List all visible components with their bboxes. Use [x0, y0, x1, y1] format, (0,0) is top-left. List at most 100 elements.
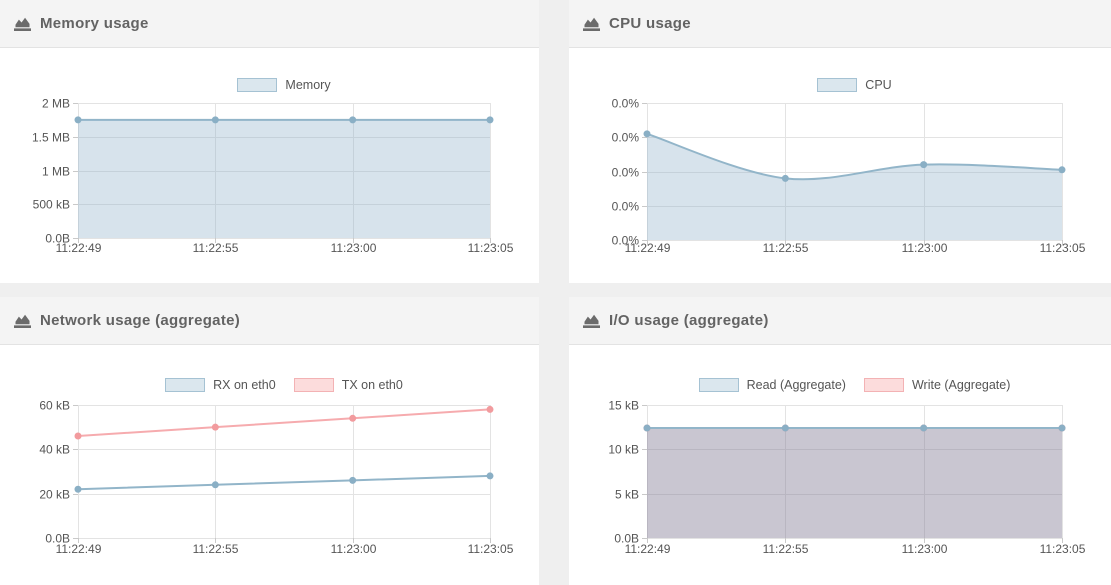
y-axis-tick-label: 0.0% [612, 234, 640, 248]
cpu-chart-body: CPU 0.0% 0.0% 0.0% 0.0% 0.0% 11:22:49 11:22:55 1… [569, 48, 1111, 283]
y-axis-tick-label: 60 kB [39, 399, 70, 413]
series-area [647, 428, 1062, 538]
y-axis-tick-label: 0.0B [614, 532, 639, 546]
memory-panel-header: Memory usage [0, 0, 539, 48]
x-axis-tick-label: 11:23:05 [468, 542, 514, 556]
data-point [920, 424, 928, 432]
legend-swatch [863, 378, 904, 392]
y-axis-tick-label: 1 MB [42, 165, 70, 179]
data-point [486, 405, 494, 413]
legend-item[interactable]: RX on eth0 [165, 378, 276, 392]
legend-label: Write (Aggregate) [911, 378, 1011, 392]
y-axis-tick-label: 40 kB [39, 443, 70, 457]
io-usage-panel: I/O usage (aggregate) Read (Aggregate) Wr… [569, 297, 1111, 585]
area-chart-icon [583, 313, 600, 328]
data-point [74, 432, 82, 440]
x-axis-tick-label: 11:22:55 [193, 241, 239, 255]
data-point [349, 116, 357, 124]
legend-item[interactable]: TX on eth0 [293, 378, 403, 392]
x-axis-tick-label: 11:23:05 [468, 241, 514, 255]
area-chart-icon [583, 16, 600, 31]
area-chart-icon [14, 313, 31, 328]
y-axis-tick-label: 1.5 MB [32, 131, 70, 145]
data-point [349, 476, 357, 484]
series-line [77, 474, 491, 491]
x-axis-tick-label: 11:22:49 [625, 542, 671, 556]
y-axis-tick-label: 0.0% [612, 166, 640, 180]
io-panel-header: I/O usage (aggregate) [569, 297, 1111, 345]
series-area [647, 133, 1062, 240]
chart-legend: Memory [78, 78, 490, 92]
y-axis-tick-label: 0.0B [45, 532, 70, 546]
y-axis-tick-label: 15 kB [608, 399, 639, 413]
x-axis-tick-label: 11:22:49 [56, 542, 102, 556]
y-axis-tick-label: 20 kB [39, 488, 70, 502]
chart-legend: RX on eth0 TX on eth0 [78, 378, 490, 392]
legend-item[interactable]: Memory [237, 78, 331, 92]
x-axis-tick-label: 11:22:49 [56, 241, 102, 255]
x-axis-tick-label: 11:23:05 [1040, 542, 1086, 556]
chart-canvas: 0.0%0.0%0.0%0.0%0.0%11:22:49 11:22:55 11:2… [612, 97, 1086, 255]
y-axis-tick-label: 0.0% [612, 200, 640, 214]
cpu-panel-header: CPU usage [569, 0, 1111, 48]
data-point [1058, 424, 1066, 432]
network-chart-body: RX on eth0 TX on eth0 60 kB 40 kB 20 kB 0.0B 1… [0, 345, 539, 585]
data-point [349, 414, 357, 422]
x-axis-tick-label: 11:23:00 [331, 542, 377, 556]
legend-swatch [698, 378, 739, 392]
panel-title: Network usage (aggregate) [40, 312, 241, 329]
data-point [74, 485, 82, 493]
data-point [486, 472, 494, 480]
series-area [78, 119, 490, 238]
x-axis-tick-label: 11:23:00 [902, 241, 948, 255]
cpu-usage-panel: CPU usage CPU 0.0% 0.0% 0.0% 0.0% 0.0% 11:22:4… [569, 0, 1111, 283]
x-axis-tick-label: 11:22:49 [625, 241, 671, 255]
y-axis-tick-label: 0.0% [612, 97, 640, 111]
panel-title: I/O usage (aggregate) [609, 312, 769, 329]
data-point [74, 116, 82, 124]
series-line [77, 408, 491, 438]
memory-chart-body: Memory 2 MB 1.5 MB 1 MB 500 kB 0.0B 11:22:49 11… [0, 48, 539, 283]
legend-item[interactable]: CPU [817, 78, 892, 92]
chart-legend: CPU [647, 78, 1062, 92]
memory-usage-panel: Memory usage Memory 2 MB 1.5 MB 1 MB 500 kB 0… [0, 0, 539, 283]
network-panel-header: Network usage (aggregate) [0, 297, 539, 345]
legend-label: CPU [865, 78, 892, 92]
x-axis-tick-label: 11:22:55 [763, 542, 809, 556]
data-point [643, 424, 651, 432]
x-axis-tick-label: 11:22:55 [193, 542, 239, 556]
series-line [646, 132, 1063, 181]
x-axis-tick-label: 11:23:00 [331, 241, 377, 255]
data-point [211, 116, 219, 124]
data-point [211, 481, 219, 489]
data-point [211, 423, 219, 431]
legend-label: Read (Aggregate) [746, 378, 846, 392]
legend-label: Memory [285, 78, 331, 92]
io-chart-body: Read (Aggregate) Write (Aggregate) 15 kB 10… [569, 345, 1111, 585]
y-axis-tick-label: 0.0B [45, 232, 70, 246]
y-axis-tick-label: 5 kB [615, 488, 639, 502]
y-axis-tick-label: 2 MB [42, 97, 70, 111]
legend-item[interactable]: Read (Aggregate) [698, 378, 846, 392]
legend-item[interactable]: Write (Aggregate) [863, 378, 1011, 392]
panel-title: Memory usage [40, 15, 149, 32]
area-chart-icon [14, 16, 31, 31]
y-axis-tick-label: 0.0% [612, 131, 640, 145]
data-point [781, 424, 789, 432]
x-axis-tick-label: 11:23:05 [1040, 241, 1086, 255]
legend-swatch [237, 78, 278, 92]
data-point [920, 161, 928, 169]
data-point [781, 174, 789, 182]
legend-swatch [293, 378, 334, 392]
y-axis-tick-label: 500 kB [33, 198, 70, 212]
y-axis-tick-label: 10 kB [608, 443, 639, 457]
legend-label: RX on eth0 [213, 378, 276, 392]
data-point [1058, 166, 1066, 174]
x-axis-tick-label: 11:22:55 [763, 241, 809, 255]
legend-label: TX on eth0 [341, 378, 403, 392]
network-usage-panel: Network usage (aggregate) RX on eth0 TX o… [0, 297, 539, 585]
